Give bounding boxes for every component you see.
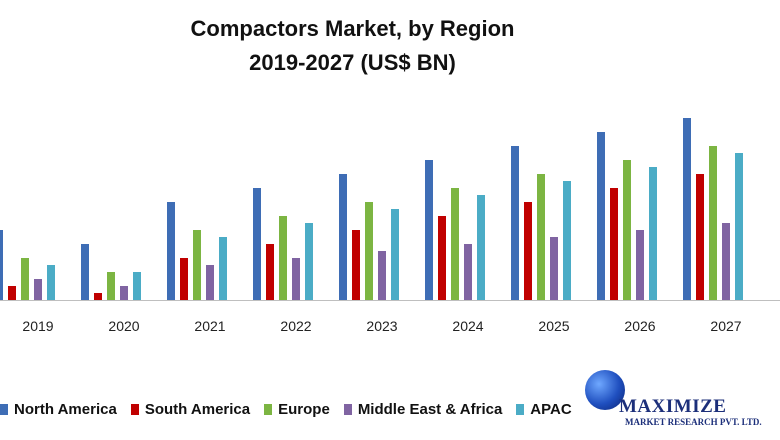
bar-apac-2019 [47,265,55,300]
bar-south-america-2026 [610,188,618,300]
bar-europe-2024 [451,188,459,300]
legend-item-south-america: South America [130,400,251,418]
chart-title: Compactors Market, by Region 2019-2027 (… [0,12,705,80]
bar-north-america-2025 [511,146,519,300]
bar-apac-2021 [219,237,227,300]
x-tick-label: 2025 [538,318,569,334]
x-tick-label: 2022 [280,318,311,334]
bar-europe-2021 [193,230,201,300]
logo-subtitle: MARKET RESEARCH PVT. LTD. [625,417,762,427]
bar-europe-2026 [623,160,631,300]
bar-south-america-2025 [524,202,532,300]
bar-europe-2023 [365,202,373,300]
bar-south-america-2024 [438,216,446,300]
x-tick-label: 2021 [194,318,225,334]
bar-south-america-2023 [352,230,360,300]
bar-europe-2020 [107,272,115,300]
bar-south-america-2027 [696,174,704,300]
bar-north-america-2024 [425,160,433,300]
bar-south-america-2019 [8,286,16,300]
legend-item-north-america: North America [0,401,117,418]
legend-label: North America [14,400,117,418]
bar-south-america-2021 [180,258,188,300]
bar-apac-2022 [305,223,313,300]
bar-south-america-2022 [266,244,274,300]
x-tick-label: 2023 [366,318,397,334]
company-logo: MAXIMIZE MARKET RESEARCH PVT. LTD. [585,368,775,430]
bar-middle-east-africa-2024 [464,244,472,300]
bar-north-america-2023 [339,174,347,300]
bar-middle-east-africa-2020 [120,286,128,300]
chart-legend: North America South America Europe Middl… [0,398,586,420]
bar-middle-east-africa-2019 [34,279,42,300]
bar-north-america-2020 [81,244,89,300]
bar-middle-east-africa-2023 [378,251,386,300]
bar-europe-2025 [537,174,545,300]
bar-europe-2022 [279,216,287,300]
bar-north-america-2022 [253,188,261,300]
bar-north-america-2019 [0,230,3,300]
bar-europe-2027 [709,146,717,300]
bar-north-america-2021 [167,202,175,300]
bar-apac-2024 [477,195,485,300]
bar-middle-east-africa-2026 [636,230,644,300]
legend-item-europe: Europe [264,401,330,418]
x-tick-label: 2024 [452,318,483,334]
legend-label: APAC [530,400,572,418]
bar-apac-2025 [563,181,571,300]
legend-swatch [0,403,8,415]
bar-middle-east-africa-2025 [550,237,558,300]
logo-name: MAXIMIZE [619,396,727,417]
bar-north-america-2026 [597,132,605,300]
bar-south-america-2020 [94,293,102,300]
legend-label: Middle East & Africa [357,400,503,418]
bar-apac-2026 [649,167,657,300]
legend-label: Europe [278,400,330,418]
bar-apac-2027 [735,153,743,300]
chart-title-line2: 2019-2027 (US$ BN) [249,50,456,75]
bar-apac-2020 [133,272,141,300]
legend-swatch [130,403,139,415]
bar-europe-2019 [21,258,29,300]
x-tick-label: 2020 [108,318,139,334]
x-tick-label: 2026 [624,318,655,334]
legend-swatch [264,403,273,415]
bar-north-america-2027 [683,118,691,300]
x-tick-label: 2019 [22,318,53,334]
bar-apac-2023 [391,209,399,300]
legend-swatch [343,403,352,415]
chart-title-line1: Compactors Market, by Region [190,16,515,41]
legend-item-apac: APAC [516,400,572,418]
legend-label: South America [144,400,251,418]
bar-middle-east-africa-2022 [292,258,300,300]
bar-middle-east-africa-2027 [722,223,730,300]
legend-swatch [516,403,525,415]
x-tick-label: 2027 [710,318,741,334]
legend-item-middle-east-africa: Middle East & Africa [343,400,503,418]
globe-icon [585,370,625,410]
bar-middle-east-africa-2021 [206,265,214,300]
